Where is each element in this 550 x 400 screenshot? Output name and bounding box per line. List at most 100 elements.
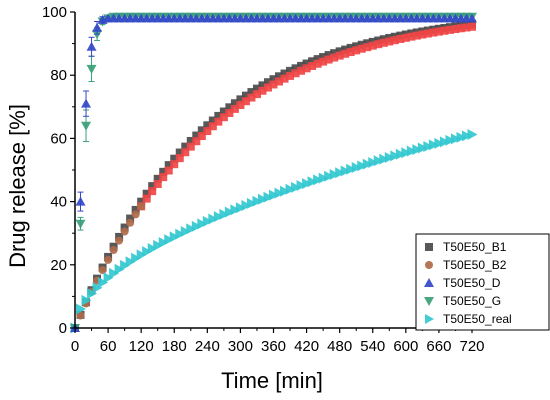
data-point (423, 29, 432, 38)
data-point (280, 74, 289, 83)
data-point (313, 59, 322, 68)
data-point (137, 202, 146, 211)
x-tick-label: 660 (426, 338, 451, 355)
data-point (86, 64, 97, 74)
data-point (241, 97, 250, 106)
data-point (164, 234, 175, 246)
data-point (192, 131, 201, 140)
legend-marker (425, 261, 433, 269)
data-point (202, 215, 213, 227)
data-point (275, 72, 284, 81)
data-point (197, 218, 208, 230)
legend-label: T50E50_B1 (443, 240, 507, 254)
x-tick-label: 180 (162, 338, 187, 355)
data-point (390, 36, 399, 45)
data-point (462, 23, 471, 32)
data-point (153, 174, 162, 183)
data-point (159, 167, 168, 176)
data-point (434, 137, 445, 149)
data-point (429, 28, 438, 37)
data-point (208, 116, 217, 125)
data-point (329, 168, 340, 180)
data-point (75, 196, 86, 206)
data-point (291, 181, 302, 193)
data-point (368, 41, 377, 50)
data-point (406, 145, 417, 157)
data-point (241, 200, 252, 212)
data-point (81, 294, 92, 306)
data-point (136, 249, 147, 261)
legend: T50E50_B1 T50E50_B2 T50E50_D T50E50_G T50E50… (415, 233, 550, 331)
data-point (153, 239, 164, 251)
data-point (280, 69, 289, 78)
data-point (252, 195, 263, 207)
data-point (263, 83, 272, 92)
data-point (241, 91, 250, 100)
data-point (395, 148, 406, 160)
data-point (280, 185, 291, 197)
data-point (302, 59, 311, 68)
legend-label: T50E50_G (443, 294, 501, 308)
legend-marker (424, 297, 434, 306)
data-point (275, 77, 284, 86)
data-point (379, 153, 390, 165)
data-point (439, 136, 450, 148)
data-point (147, 242, 158, 254)
data-point (417, 142, 428, 154)
data-point (313, 55, 322, 64)
data-point (175, 148, 184, 157)
data-point (225, 103, 234, 112)
data-point (142, 189, 151, 198)
data-point (373, 155, 384, 167)
y-axis-title: Drug release [%] (5, 104, 30, 268)
data-point (324, 51, 333, 60)
y-tick-label: 60 (50, 130, 67, 147)
data-point (357, 44, 366, 53)
legend-box (415, 233, 550, 331)
data-point (137, 197, 146, 206)
data-point (115, 236, 124, 245)
data-point (319, 57, 328, 66)
data-point (467, 128, 478, 140)
legend-label: T50E50_B2 (443, 258, 507, 272)
data-point (461, 130, 472, 142)
x-tick-label: 600 (393, 338, 418, 355)
data-point (445, 25, 454, 34)
data-point (120, 227, 129, 236)
data-point (307, 176, 318, 188)
plot-area (70, 12, 478, 334)
data-point (401, 33, 410, 42)
data-point (92, 22, 103, 32)
data-point (87, 288, 98, 300)
data-point (302, 178, 313, 190)
data-point (181, 148, 190, 157)
data-point (92, 282, 103, 294)
data-point (131, 252, 142, 264)
y-tick-label: 0 (59, 320, 67, 337)
data-point (468, 22, 476, 31)
data-point (86, 41, 97, 51)
data-point (257, 193, 268, 205)
data-point (451, 25, 460, 34)
data-point (169, 231, 180, 243)
x-tick-label: 420 (294, 338, 319, 355)
data-point (263, 191, 274, 203)
data-point (346, 43, 355, 52)
data-point (235, 202, 246, 214)
data-point (219, 107, 228, 116)
data-point (148, 182, 157, 191)
data-point (341, 45, 350, 54)
data-point (159, 173, 168, 182)
data-point (346, 163, 357, 175)
data-point (230, 204, 241, 216)
data-point (412, 144, 423, 156)
x-tick-label: 60 (100, 338, 117, 355)
x-tick-label: 300 (228, 338, 253, 355)
data-point (313, 174, 324, 186)
data-point (291, 64, 300, 73)
data-point (98, 266, 107, 275)
data-point (274, 187, 285, 199)
data-point (131, 205, 140, 214)
data-point (76, 311, 85, 320)
data-point (341, 49, 350, 58)
